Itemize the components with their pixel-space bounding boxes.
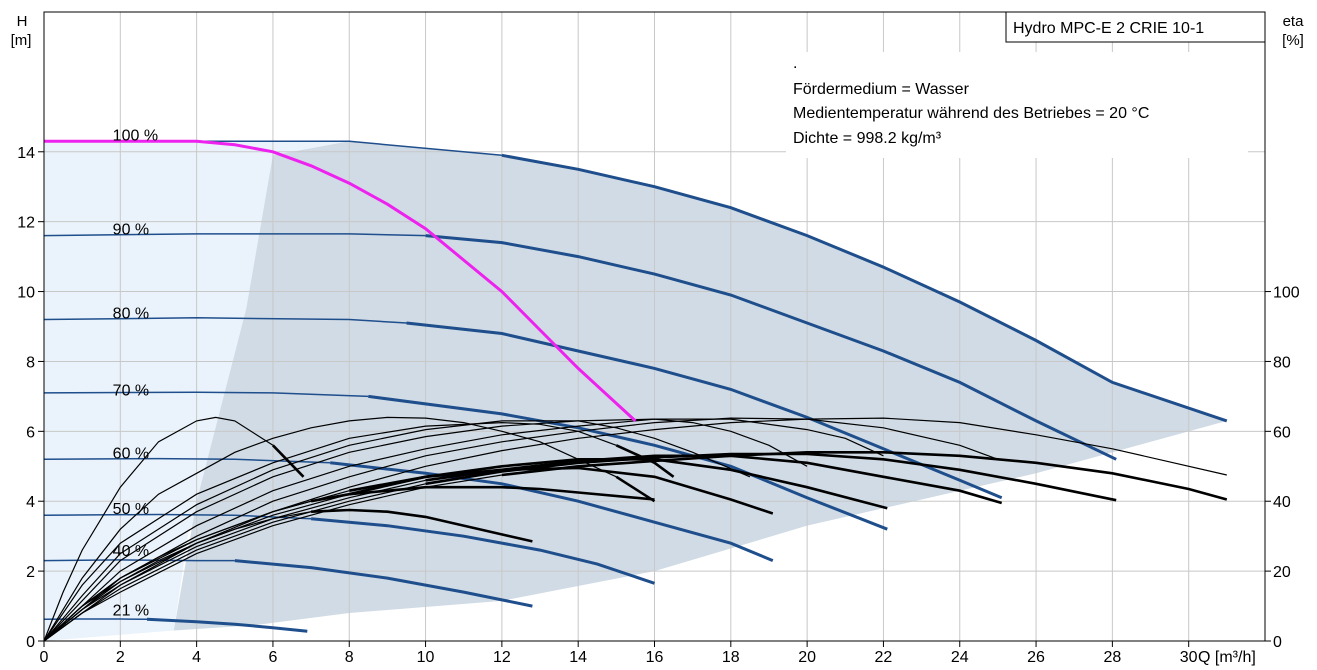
y-right-tick-label-80: 80	[1273, 354, 1291, 371]
chart-title-box: Hydro MPC-E 2 CRIE 10-1	[1005, 11, 1266, 43]
y-left-tick-label-0: 0	[26, 634, 35, 651]
y-right-tick-label-0: 0	[1273, 634, 1282, 651]
speed-label-21: 21 %	[113, 603, 149, 620]
x-tick-label-28: 28	[1103, 649, 1121, 666]
envelope-dark-region	[173, 141, 1227, 631]
y-left-tick-label-4: 4	[26, 494, 35, 511]
chart-title-frame	[1005, 11, 1266, 43]
head-curve-50-thick	[310, 517, 655, 585]
head-curve-50-thin	[43, 513, 312, 520]
y-left-tick-label-14: 14	[17, 145, 35, 162]
info-box: . Fördermedium = Wasser Medientemperatur…	[786, 52, 1248, 158]
x-tick-label-4: 4	[192, 649, 201, 666]
speed-label-40: 40 %	[113, 543, 149, 560]
y-left-tick-label-6: 6	[26, 424, 35, 441]
efficiency-curve-23-thick	[501, 451, 1228, 501]
head-curve-40-thick	[234, 559, 533, 608]
x-tick-label-0: 0	[40, 649, 49, 666]
efficiency-curve-19-thin	[43, 490, 350, 642]
head-curve-60-thick	[330, 461, 774, 562]
x-tick-label-8: 8	[345, 649, 354, 666]
efficiency-curve-14	[43, 418, 884, 642]
y-right-title-line-1: eta	[1283, 13, 1305, 30]
y-left-tick-label-8: 8	[26, 354, 35, 371]
efficiency-curve-11-thick	[615, 444, 675, 478]
head-curve-90-thin	[43, 233, 426, 237]
x-tick-label-30: 30	[1180, 649, 1198, 666]
speed-label-70: 70 %	[113, 382, 149, 399]
tick-labels: 0 2 4 6 8 10 12 14 16 18 20 22 24 26 28 300246810121402…	[17, 145, 1300, 666]
y-right-title-line-2: [%]	[1282, 32, 1304, 49]
x-tick-label-10: 10	[417, 649, 435, 666]
efficiency-curve-13	[43, 418, 808, 642]
x-axis-title: Q [m³/h]	[1198, 649, 1256, 666]
speed-labels: 100 % 90 % 80 % 70 % 60 % 50 % 40 % 21 %	[113, 127, 158, 619]
head-curve-70-thin	[43, 391, 369, 398]
speed-label-50: 50 %	[113, 501, 149, 518]
x-tick-label-12: 12	[493, 649, 511, 666]
x-tick-label-2: 2	[116, 649, 125, 666]
y-left-title-line-1: H	[17, 13, 28, 30]
head-curve-70-thick	[368, 394, 888, 531]
efficiency-curve-17-thick	[311, 508, 533, 543]
info-box-background	[786, 52, 1248, 158]
info-line-0: .	[793, 55, 797, 72]
info-line-3: Dichte = 998.2 kg/m³	[793, 130, 942, 147]
efficiency-curve-12	[43, 420, 751, 642]
y-left-tick-label-10: 10	[17, 285, 35, 302]
speed-label-60: 60 %	[113, 445, 149, 462]
efficiency-curve-11-thin	[43, 421, 617, 642]
x-tick-label-26: 26	[1027, 649, 1045, 666]
efficiency-curve-10-thick	[615, 475, 656, 503]
speed-label-100: 100 %	[113, 127, 158, 144]
x-tick-label-14: 14	[569, 649, 587, 666]
x-tick-label-18: 18	[722, 649, 740, 666]
axis-titles: H [m] eta [%] Q [m³/h]	[11, 13, 1305, 666]
info-line-1: Fördermedium = Wasser	[793, 81, 970, 98]
speed-label-80: 80 %	[113, 306, 149, 323]
y-left-tick-label-2: 2	[26, 564, 35, 581]
head-curve-80-thin	[43, 317, 407, 324]
y-right-tick-label-20: 20	[1273, 564, 1291, 581]
x-tick-label-16: 16	[646, 649, 664, 666]
efficiency-curve-15	[43, 417, 999, 642]
efficiency-curve-9-thick	[271, 444, 305, 478]
system-curve	[44, 139, 637, 423]
efficiency-curve-9-thin	[43, 416, 274, 642]
head-curve-100-thick	[501, 153, 1228, 423]
x-tick-label-20: 20	[798, 649, 816, 666]
y-right-tick-label-40: 40	[1273, 494, 1291, 511]
head-curve-60-thin	[43, 457, 331, 464]
head-curve-21-thick	[146, 617, 308, 633]
y-left-title-line-2: [m]	[11, 32, 32, 49]
y-right-tick-label-60: 60	[1273, 424, 1291, 441]
x-tick-label-6: 6	[268, 649, 277, 666]
efficiency-curve-10-thin	[43, 416, 617, 642]
y-right-tick-label-100: 100	[1273, 285, 1300, 302]
efficiency-curve-16	[43, 417, 1227, 642]
head-curve-80-thick	[406, 321, 1003, 500]
speed-label-90: 90 %	[113, 222, 149, 239]
info-line-2: Medientemperatur während des Betriebes =…	[793, 105, 1149, 122]
chart-title: Hydro MPC-E 2 CRIE 10-1	[1013, 20, 1204, 37]
curves	[43, 139, 1228, 642]
y-left-tick-label-12: 12	[17, 215, 35, 232]
head-curve-90-thick	[425, 234, 1117, 461]
operating-range-envelope	[44, 141, 1227, 642]
x-tick-label-22: 22	[875, 649, 893, 666]
efficiency-curve-23-thin	[43, 474, 502, 642]
x-tick-label-24: 24	[951, 649, 969, 666]
efficiency-curve-21-thin	[43, 479, 426, 642]
